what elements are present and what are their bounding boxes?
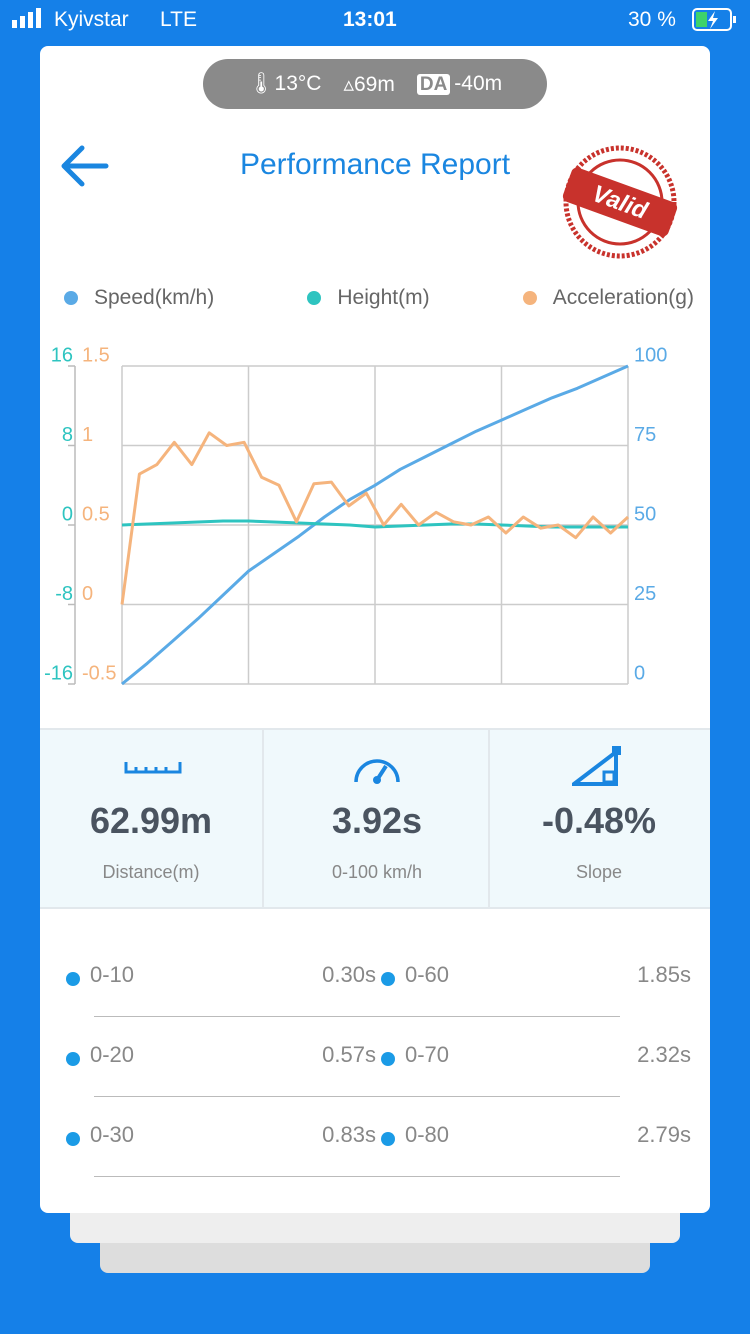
split-dot [381,1132,395,1146]
y3-tick-label: 0 [634,662,645,684]
legend-swatch [64,291,78,305]
temperature-value: 13°C [274,72,322,95]
legend-item: Height(m) [307,286,430,310]
altitude: ▵69m [343,72,395,96]
battery-icon [692,8,736,31]
split-range: 0-60 [405,962,450,987]
series-line [121,364,629,686]
stat-value: -0.48% [541,800,657,841]
gauge-icon [354,759,400,784]
split-time: 1.85s [637,962,691,987]
signal-icon [12,8,41,28]
y-tick-label: -8 [55,583,73,605]
y2-tick-label: -0.5 [82,662,116,684]
conditions: 🌡13°C ▵69m DA -40m [203,59,547,109]
y-tick-label: 16 [51,344,73,366]
y3-tick-label: 25 [634,583,656,605]
y2-tick-label: 1 [82,424,93,446]
stat-label: Slope [575,862,623,882]
ruler-icon [124,762,182,774]
stats-panel: 62.99m Distance(m) 3.92s 0-100 km/h -0.4… [40,728,710,909]
battery-text: 30 % [628,8,676,31]
carrier: Kyivstar [54,8,129,31]
split-dot [66,972,80,986]
slope-icon [572,746,621,786]
y3-tick-label: 50 [634,503,656,525]
stat-slope: -0.48% Slope [488,730,710,907]
split-dot [66,1132,80,1146]
stat-label: 0-100 km/h [331,862,423,882]
back-button[interactable] [58,144,112,188]
valid-stamp: Valid [562,145,678,259]
divider [94,1096,620,1097]
y2-tick-label: 0.5 [82,503,110,525]
y-tick-label: -16 [44,662,73,684]
report-card: 🌡13°C ▵69m DA -40m Performance Report Val… [40,46,710,1213]
split-time: 0.83s [322,1122,376,1147]
split-range: 0-20 [90,1042,135,1067]
split-time: 0.30s [322,962,376,987]
altitude-value: 69m [353,72,395,96]
temperature: 🌡13°C [247,72,322,95]
series-line [120,431,630,605]
split-range: 0-80 [405,1122,450,1147]
page-title: Performance Report [239,148,511,181]
legend-label: Acceleration(g) [552,286,694,309]
legend-swatch [522,291,537,305]
da-badge: DA [416,74,451,95]
legend: Speed(km/h) Height(m) Acceleration(g) [64,286,694,310]
stat-time: 3.92s 0-100 km/h [266,730,490,907]
divider [94,1176,620,1177]
y2-tick-label: 1.5 [82,344,110,366]
legend-item: Speed(km/h) [64,286,214,310]
legend-item: Acceleration(g) [522,286,694,310]
network: LTE [160,8,197,31]
stat-value: 62.99m [89,800,213,841]
split-dot [381,972,395,986]
chart: 0 25 50 75 100 -16 -8 0 8 16 -0.5 0 0.5 1 1.5 [44,344,667,686]
split-range: 0-30 [90,1122,135,1147]
stat-distance: 62.99m Distance(m) [40,730,264,907]
density-altitude: DA -40m [416,72,503,96]
da-value: -40m [454,72,503,95]
y3-tick-label: 100 [634,344,667,366]
y2-tick-label: 0 [82,583,93,605]
legend-swatch [307,291,322,305]
y-tick-label: 0 [62,503,73,525]
y3-tick-label: 75 [634,424,656,446]
clock: 13:01 [343,8,397,31]
split-time: 2.79s [637,1122,691,1147]
split-range: 0-70 [405,1042,450,1067]
stat-label: Distance(m) [102,862,200,882]
signal [12,8,48,34]
y-tick-label: 8 [62,424,73,446]
divider [94,1016,620,1017]
split-time: 0.57s [322,1042,376,1067]
split-dot [66,1052,80,1066]
split-time: 2.32s [637,1042,691,1067]
split-range: 0-10 [90,962,135,987]
legend-label: Height(m) [337,286,430,309]
legend-label: Speed(km/h) [94,286,215,309]
stat-value: 3.92s [331,800,423,841]
split-dot [381,1052,395,1066]
